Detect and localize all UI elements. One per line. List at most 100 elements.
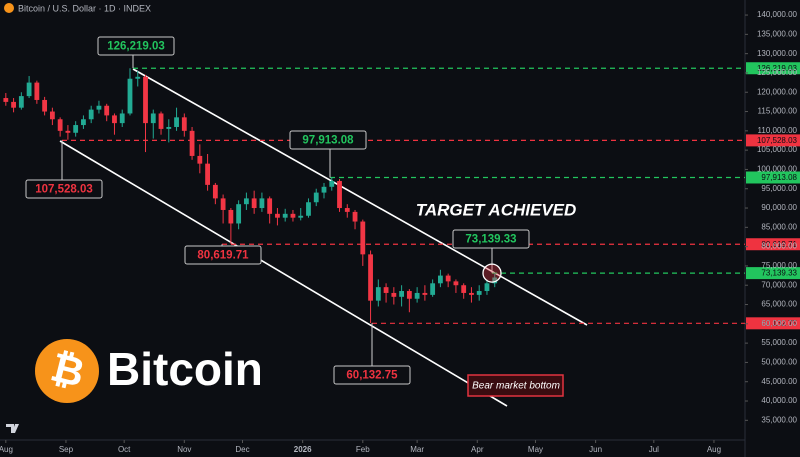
candle-body [73, 125, 79, 133]
channel-lower [59, 140, 508, 407]
candle-body [437, 275, 443, 284]
y-tick-label: 90,000.00 [761, 203, 797, 212]
y-tick-label: 65,000.00 [761, 300, 797, 309]
candle-body [445, 275, 451, 282]
candle-body [189, 130, 195, 156]
candle-body [174, 117, 179, 127]
candle-body [143, 76, 148, 124]
y-tick-label: 75,000.00 [761, 261, 797, 270]
y-tick-label: 55,000.00 [761, 338, 797, 347]
callout-box [289, 130, 367, 150]
annotation: TARGET ACHIEVED [416, 200, 577, 219]
x-tick-label: Mar [410, 445, 424, 454]
level-tag [746, 62, 800, 75]
candle-body [337, 181, 342, 209]
x-tick-label: Apr [471, 445, 484, 454]
level-tag [746, 238, 800, 251]
candle-body [236, 204, 242, 224]
level-tag-label: 126,219.03 [757, 64, 798, 73]
y-tick-label: 120,000.00 [757, 87, 798, 96]
candle-body [469, 292, 474, 295]
candle-body [197, 155, 203, 164]
y-tick-label: 35,000.00 [761, 415, 797, 424]
x-tick-label: Oct [118, 445, 131, 454]
candle-body [391, 292, 397, 297]
x-tick-label: Sep [59, 445, 74, 454]
level-tag-label: 97,913.08 [761, 173, 797, 182]
candle-body [127, 78, 133, 114]
candle-body [290, 213, 296, 218]
candle-body [267, 198, 273, 214]
y-tick-label: 80,000.00 [761, 242, 797, 251]
candle-body [158, 113, 164, 129]
candle-body [18, 96, 24, 108]
candle-body [282, 213, 288, 218]
y-tick-label: 110,000.00 [758, 126, 798, 135]
note: Bear market bottom [472, 381, 560, 392]
callout-label: 107,528.03 [35, 184, 93, 196]
header-icon [4, 3, 14, 13]
note-box [467, 374, 564, 397]
y-tick-label: 45,000.00 [761, 377, 797, 386]
x-tick-label: Jul [649, 445, 659, 454]
chart-title: Bitcoin / U.S. Dollar · 1D · INDEX [18, 3, 151, 13]
y-tick-label: 60,000.00 [761, 319, 797, 328]
candle-body [96, 105, 102, 110]
candle-body [306, 202, 311, 216]
candle-body [112, 115, 117, 124]
x-tick-label: 2026 [294, 445, 312, 454]
target-marker [482, 263, 502, 283]
candle-body [119, 113, 125, 124]
level-tag-label: 60,132.75 [761, 319, 797, 328]
candle-body [375, 287, 381, 301]
y-tick-label: 135,000.00 [757, 29, 798, 38]
candle-body [81, 119, 86, 126]
candle-body [251, 198, 257, 209]
candle-body [383, 287, 389, 293]
candle-body [11, 101, 16, 108]
candle-body [352, 211, 358, 222]
y-tick-label: 70,000.00 [761, 280, 797, 289]
y-tick-label: 85,000.00 [761, 222, 797, 231]
level-tag [746, 317, 800, 330]
y-tick-label: 40,000.00 [761, 396, 797, 405]
y-tick-label: 95,000.00 [761, 184, 797, 193]
candle-body [313, 192, 319, 203]
candle-body [484, 283, 490, 292]
candle-body [104, 105, 110, 116]
candle-body [492, 277, 498, 284]
tv-logo [6, 424, 19, 433]
logo-circle [35, 339, 99, 403]
y-tick-label: 130,000.00 [757, 49, 798, 58]
callout-box [25, 179, 103, 199]
x-tick-label: Jun [589, 445, 602, 454]
callout-box [333, 365, 411, 385]
x-tick-label: Nov [177, 445, 191, 454]
y-tick-label: 50,000.00 [761, 358, 797, 367]
x-tick-label: May [528, 445, 543, 454]
candle-body [212, 184, 218, 199]
candle-body [57, 119, 63, 131]
y-tick-label: 140,000.00 [757, 10, 798, 19]
candle-body [321, 186, 327, 193]
candle-body [368, 254, 373, 301]
candle-body [220, 198, 226, 210]
candle-body [26, 82, 32, 97]
candle-body [49, 111, 55, 120]
x-tick-label: Feb [356, 445, 370, 454]
callout-box [184, 245, 262, 265]
candle-body [42, 99, 48, 112]
y-tick-label: 115,000.00 [758, 107, 798, 116]
candle-body [135, 76, 141, 79]
candle-body [243, 198, 249, 205]
channel-upper [132, 68, 588, 326]
candle-body [88, 109, 94, 120]
candle-body [34, 82, 40, 100]
level-tag [746, 134, 800, 147]
callout-label: 126,219.03 [107, 41, 165, 53]
callout-box [452, 229, 530, 249]
candle-body [399, 291, 405, 297]
callout-label: 60,132.75 [346, 370, 398, 382]
candle-body [476, 291, 482, 295]
